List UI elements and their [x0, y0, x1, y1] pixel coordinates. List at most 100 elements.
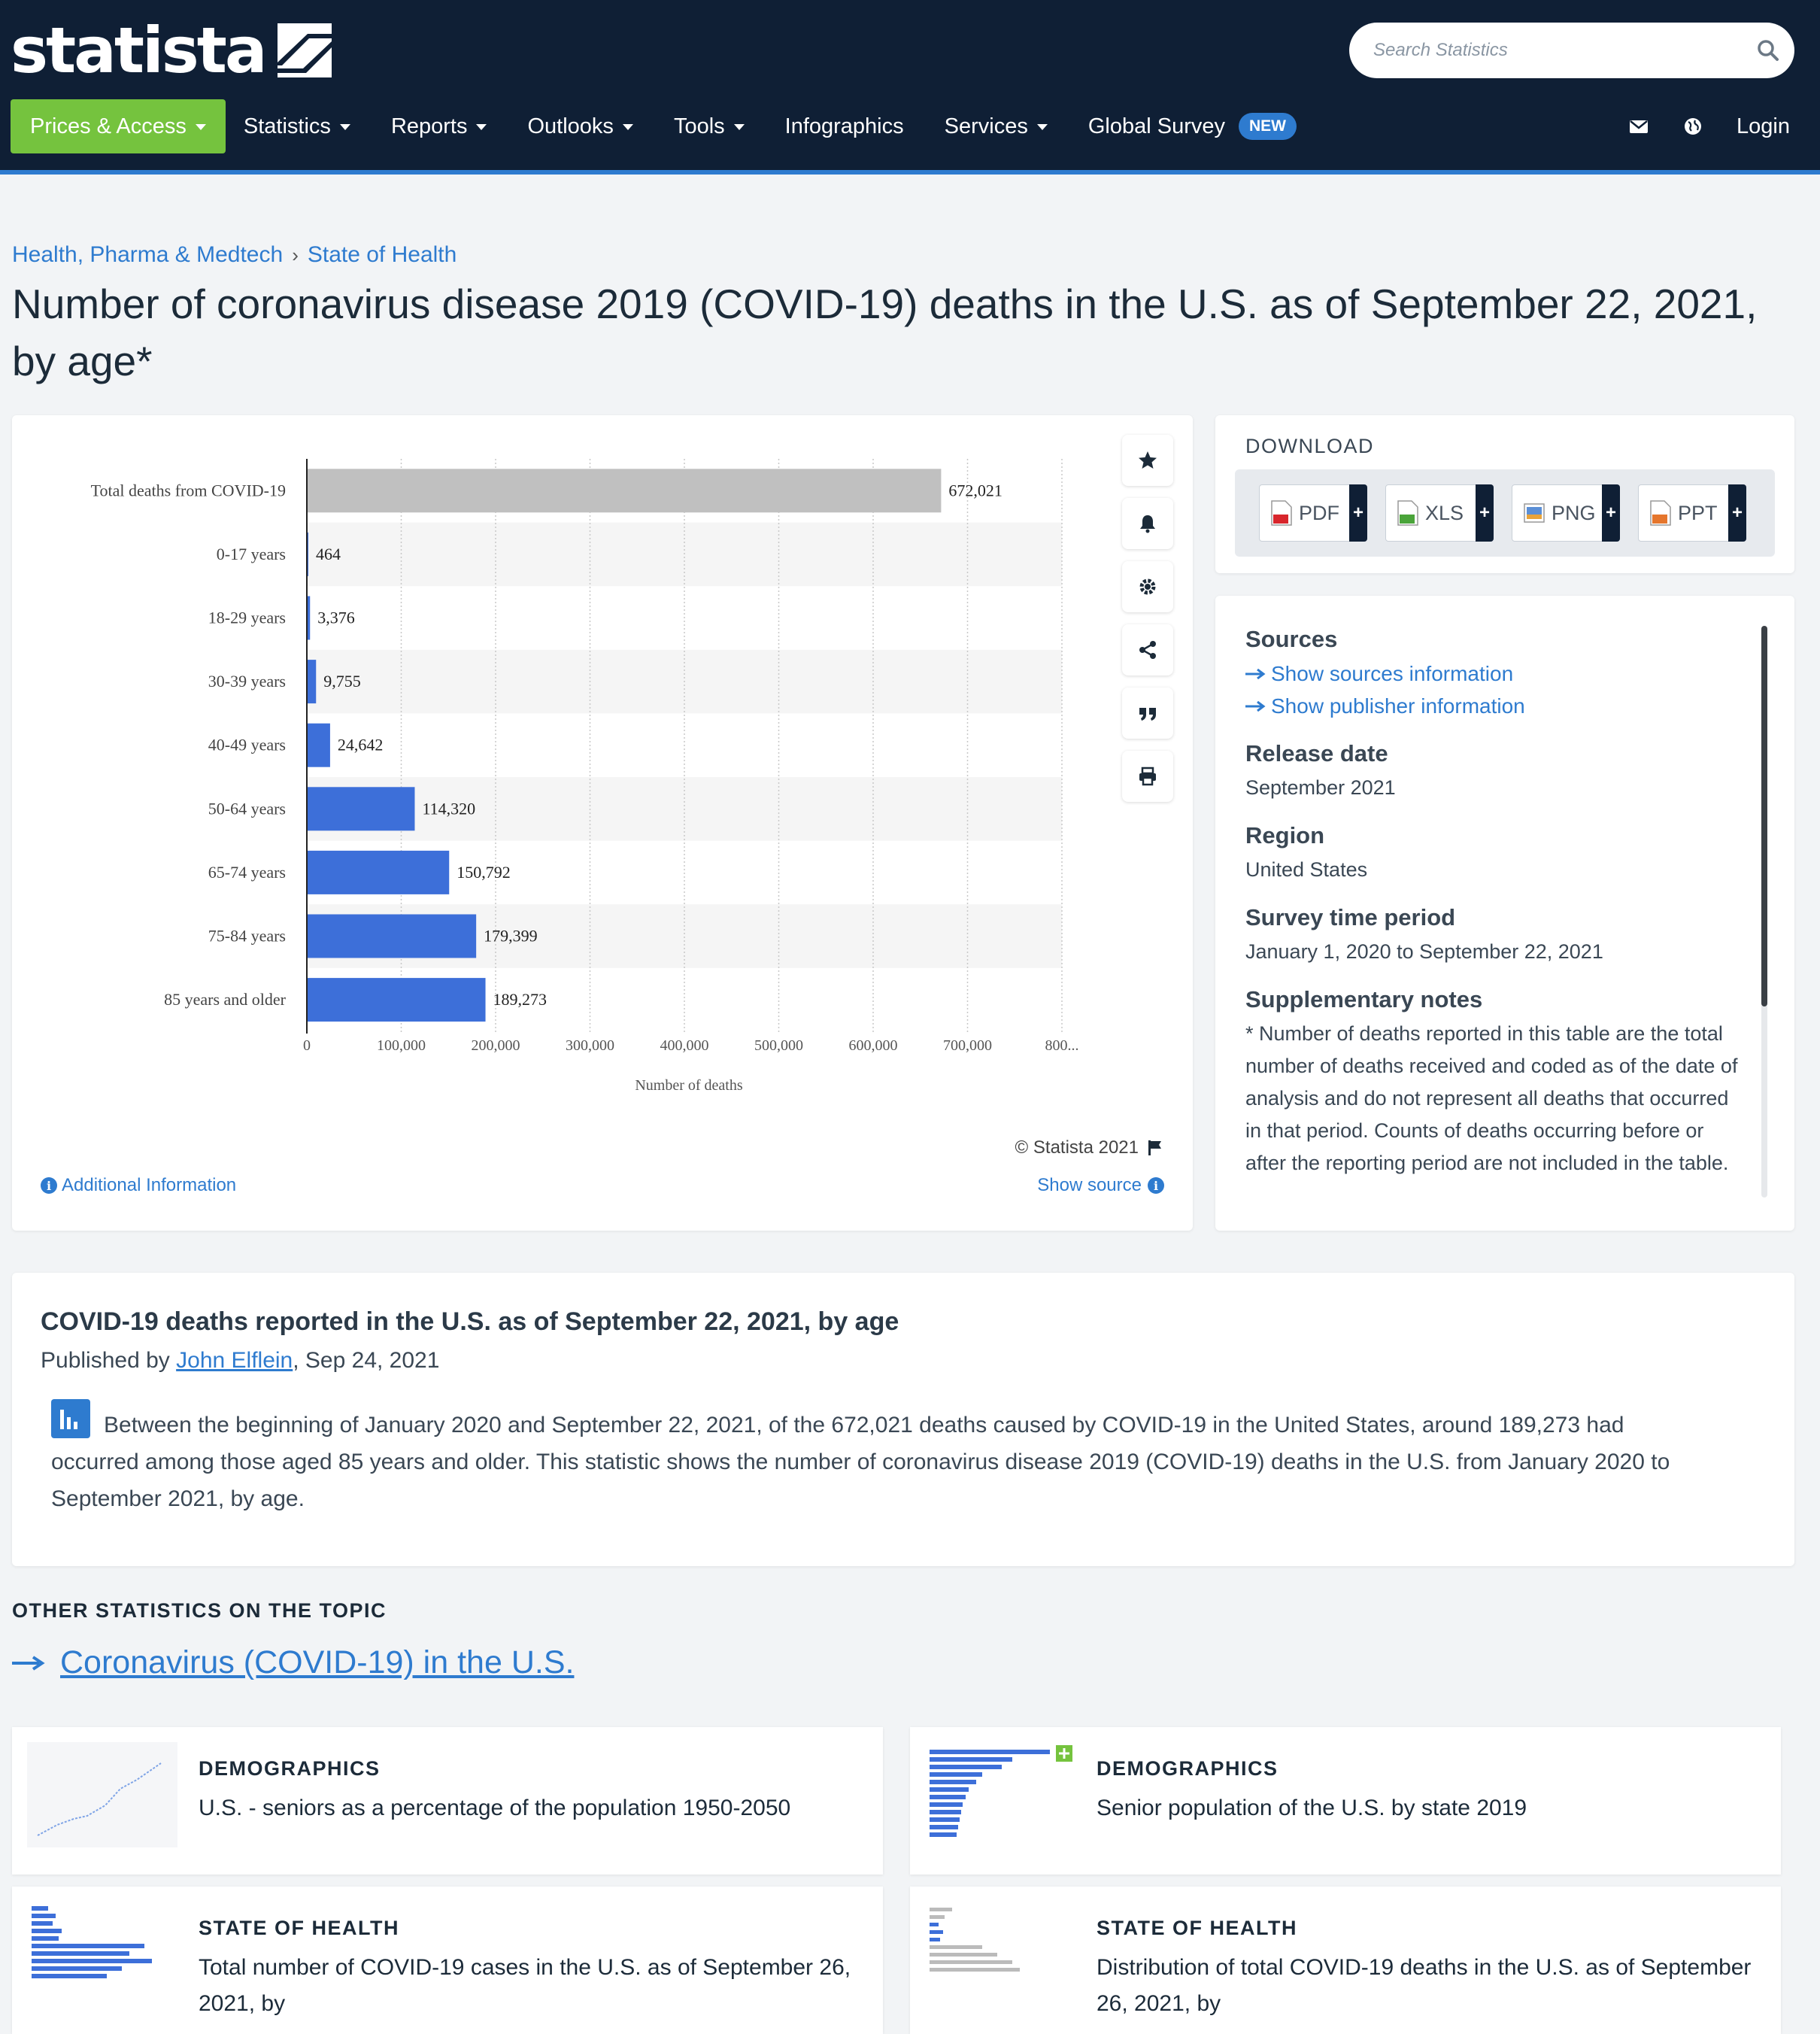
- other-statistics-heading: OTHER STATISTICS ON THE TOPIC: [12, 1599, 387, 1622]
- info-scrollbar[interactable]: [1761, 626, 1767, 1198]
- supplementary-notes-text: * Number of deaths reported in this tabl…: [1245, 1022, 1738, 1174]
- chart-value-label: 150,792: [457, 863, 511, 882]
- chart-category-label: 30-39 years: [208, 672, 286, 691]
- author-link[interactable]: John Elflein: [176, 1348, 293, 1373]
- survey-period-heading: Survey time period: [1245, 904, 1456, 930]
- plus-icon: +: [1349, 484, 1367, 542]
- chart-tick-label: 400,000: [660, 1037, 709, 1054]
- topic-link-label: Coronavirus (COVID-19) in the U.S.: [60, 1644, 575, 1680]
- release-date-value: September 2021: [1245, 776, 1396, 799]
- nav-label: Services: [944, 114, 1028, 138]
- chart-category-label: 40-49 years: [208, 736, 286, 754]
- show-source-link[interactable]: Show source i: [1037, 1175, 1164, 1196]
- print-button[interactable]: [1122, 751, 1173, 802]
- flag-icon[interactable]: [1146, 1139, 1164, 1157]
- stat-category: DEMOGRAPHICS: [199, 1757, 381, 1780]
- publish-date: , Sep 24, 2021: [293, 1348, 440, 1373]
- chart-category-label: 18-29 years: [208, 609, 286, 627]
- nav-reports[interactable]: Reports: [369, 99, 505, 153]
- line-chart-thumbnail: [27, 1742, 177, 1847]
- additional-information-link[interactable]: i Additional Information: [41, 1175, 236, 1196]
- download-ppt-button[interactable]: PPT +: [1638, 484, 1746, 542]
- nav-statistics[interactable]: Statistics: [226, 99, 369, 153]
- chevron-down-icon: [339, 124, 350, 130]
- download-pdf-button[interactable]: PDF +: [1259, 484, 1367, 542]
- bar-chart-thumbnail: [925, 1902, 1075, 2007]
- show-sources-link[interactable]: Show sources information: [1245, 657, 1742, 690]
- download-xls-button[interactable]: XLS +: [1385, 484, 1494, 542]
- related-statistic-card[interactable]: STATE OF HEALTH Total number of COVID-19…: [12, 1887, 883, 2034]
- search-box: [1349, 23, 1794, 78]
- print-icon: [1139, 767, 1156, 786]
- statista-logo[interactable]: statista: [11, 17, 332, 84]
- stat-category: STATE OF HEALTH: [199, 1917, 399, 1939]
- chevron-down-icon: [733, 124, 745, 130]
- arrow-right-icon: [1245, 700, 1266, 712]
- favorite-button[interactable]: [1122, 435, 1173, 486]
- sources-heading: Sources: [1245, 626, 1338, 652]
- nav-tools[interactable]: Tools: [651, 99, 763, 153]
- chart-category-label: 65-74 years: [208, 863, 286, 882]
- notification-button[interactable]: [1122, 498, 1173, 549]
- chart-category-label: Total deaths from COVID-19: [91, 481, 286, 499]
- bar-chart: Total deaths from COVID-19 0-17 years 18-2…: [91, 459, 1079, 1094]
- nav-global-survey[interactable]: Global Survey NEW: [1066, 99, 1315, 153]
- chart-category-label: 75-84 years: [208, 927, 286, 946]
- login-link[interactable]: Login: [1737, 114, 1790, 138]
- download-buttons: PDF + XLS + PNG + PPT +: [1235, 469, 1775, 557]
- related-statistic-card[interactable]: DEMOGRAPHICS U.S. - seniors as a percent…: [12, 1727, 883, 1875]
- release-date-heading: Release date: [1245, 740, 1388, 767]
- xls-label: XLS: [1425, 501, 1464, 524]
- show-publisher-link[interactable]: Show publisher information: [1245, 690, 1742, 722]
- info-content: Sources Show sources information Show pu…: [1245, 626, 1742, 1176]
- stat-category: DEMOGRAPHICS: [1097, 1757, 1279, 1780]
- info-icon: i: [1148, 1177, 1164, 1194]
- breadcrumb-state-of-health[interactable]: State of Health: [307, 242, 457, 267]
- chevron-down-icon: [622, 124, 633, 130]
- pdf-file-icon: [1271, 500, 1292, 526]
- published-by-label: Published by: [41, 1348, 170, 1373]
- chart-tick-label: 600,000: [849, 1037, 898, 1054]
- topic-link[interactable]: Coronavirus (COVID-19) in the U.S.: [12, 1644, 574, 1681]
- related-statistic-card[interactable]: DEMOGRAPHICS Senior population of the U.…: [910, 1727, 1781, 1875]
- statistic-info-card: Sources Show sources information Show pu…: [1215, 596, 1794, 1231]
- nav-services[interactable]: Services: [922, 99, 1066, 153]
- xls-file-icon: [1397, 500, 1418, 526]
- region-heading: Region: [1245, 822, 1325, 849]
- chart-tick-label: 800...: [1045, 1037, 1079, 1054]
- settings-button[interactable]: [1122, 561, 1173, 612]
- download-png-button[interactable]: PNG +: [1512, 484, 1620, 542]
- chart-bar: [307, 596, 311, 640]
- nav-prices-access[interactable]: Prices & Access: [11, 99, 226, 153]
- chart-tick-label: 300,000: [566, 1037, 614, 1054]
- stat-category: STATE OF HEALTH: [1097, 1917, 1297, 1939]
- chart-category-label: 0-17 years: [217, 545, 286, 563]
- nav-infographics[interactable]: Infographics: [763, 99, 922, 153]
- bar-chart-thumbnail: [925, 1742, 1075, 1847]
- related-statistic-card[interactable]: STATE OF HEALTH Distribution of total CO…: [910, 1887, 1781, 2034]
- search-input[interactable]: [1373, 23, 1742, 78]
- chart-bar: [307, 723, 330, 767]
- search-icon[interactable]: [1757, 39, 1779, 62]
- share-button[interactable]: [1122, 624, 1173, 675]
- scrollbar-thumb[interactable]: [1761, 626, 1767, 1006]
- show-sources-label: Show sources information: [1271, 662, 1514, 685]
- nav-label: Statistics: [243, 114, 331, 138]
- chart-card: Total deaths from COVID-19 0-17 years 18-2…: [12, 415, 1193, 1231]
- nav-outlooks[interactable]: Outlooks: [505, 99, 651, 153]
- chart-category-label: 50-64 years: [208, 799, 286, 818]
- breadcrumb-health-pharma[interactable]: Health, Pharma & Medtech: [12, 242, 284, 267]
- quote-icon: [1139, 708, 1156, 721]
- chart-value-label: 179,399: [484, 927, 538, 946]
- description-title: COVID-19 deaths reported in the U.S. as …: [41, 1307, 899, 1336]
- chart-value-label: 9,755: [323, 672, 361, 691]
- stat-title: U.S. - seniors as a percentage of the po…: [199, 1796, 791, 1820]
- globe-icon[interactable]: [1682, 116, 1703, 137]
- cite-button[interactable]: [1122, 688, 1173, 739]
- mail-icon[interactable]: [1628, 116, 1649, 137]
- chart-bar: [307, 660, 317, 704]
- nav-label: Global Survey: [1087, 114, 1225, 138]
- chart-tick-label: 100,000: [377, 1037, 426, 1054]
- chart-bar: [307, 978, 486, 1022]
- description-card: COVID-19 deaths reported in the U.S. as …: [12, 1273, 1794, 1566]
